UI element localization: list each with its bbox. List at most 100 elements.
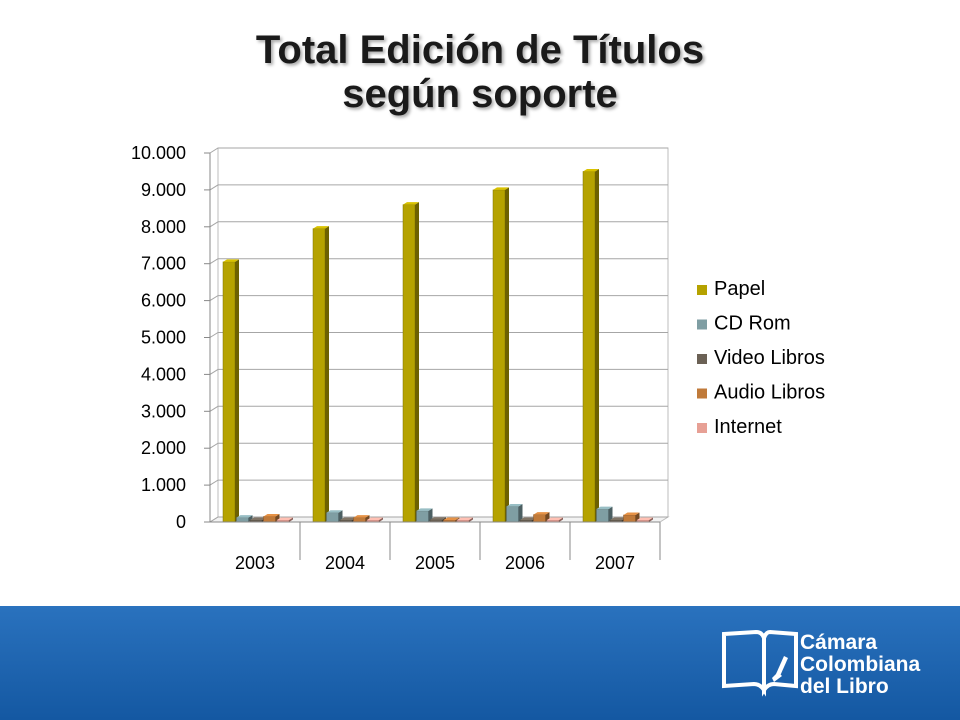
legend: Papel CD Rom Video Libros Audio Libros Inter… <box>697 278 825 438</box>
bar <box>492 187 509 523</box>
bar-chart: 0 1.000 2.000 3.000 4.000 5.000 6.000 7.000 8.00… <box>131 143 825 573</box>
bar-front <box>582 171 596 523</box>
y-tick-label: 10.000 <box>131 143 186 163</box>
y-tick-label: 5.000 <box>141 328 186 348</box>
bar <box>353 515 370 523</box>
x-tick-label: 2007 <box>595 553 635 573</box>
y-axis: 0 1.000 2.000 3.000 4.000 5.000 6.000 7.000 8.00… <box>131 143 211 532</box>
gridline <box>209 405 668 412</box>
bar-front <box>222 261 236 523</box>
bar-top <box>277 517 293 520</box>
gridline <box>209 332 668 338</box>
footer-banner <box>0 606 960 720</box>
bar-side <box>289 517 293 522</box>
brand-line1: Cámara <box>800 631 878 654</box>
bar-top <box>610 517 626 520</box>
bar-side <box>235 259 239 522</box>
bar <box>596 506 613 523</box>
book-logo-icon <box>722 629 798 697</box>
y-tick-label: 4.000 <box>141 364 186 384</box>
bar-side <box>365 515 370 522</box>
chart-title-line1: Total Edición de Títulos <box>255 28 705 72</box>
bar-top <box>637 517 653 520</box>
y-tick-label: 1.000 <box>141 475 186 495</box>
bar-top <box>367 517 383 520</box>
bar <box>402 202 419 523</box>
bar-top <box>223 259 239 262</box>
bar-side <box>469 517 473 522</box>
gridline <box>209 295 668 302</box>
legend-label: Audio Libros <box>714 382 825 404</box>
bar-top <box>340 517 356 520</box>
bar-side <box>325 226 329 522</box>
bar-side <box>608 506 613 522</box>
bar <box>366 517 383 523</box>
bar-top <box>443 517 460 520</box>
bar-top <box>506 504 523 507</box>
chart-grid <box>208 147 670 523</box>
y-tick-label: 6.000 <box>141 291 186 311</box>
bar-top <box>533 512 550 515</box>
bar-front <box>416 510 429 523</box>
y-tick-label: 2.000 <box>141 438 186 458</box>
bar <box>312 226 329 523</box>
brand-line3: del Libro <box>800 675 889 698</box>
bar-top <box>403 202 419 205</box>
legend-swatch <box>697 285 707 295</box>
bar-top <box>457 517 473 520</box>
bar-side <box>595 168 599 522</box>
bar-side <box>415 202 419 522</box>
y-tick-label: 0 <box>176 512 186 532</box>
gridline <box>209 442 668 449</box>
bar-front <box>326 512 339 523</box>
bar-top <box>313 226 329 229</box>
bar <box>222 259 239 523</box>
legend-label: CD Rom <box>714 313 791 335</box>
brand-name: Cámara Colombiana del Libro <box>800 632 920 698</box>
x-tick-label: 2004 <box>325 553 365 573</box>
bar-front <box>353 517 366 523</box>
y-tick-label: 7.000 <box>141 254 186 274</box>
bar <box>582 168 599 523</box>
bar-side <box>428 508 433 522</box>
bar-front <box>263 516 276 523</box>
bar-top <box>416 508 433 511</box>
bar <box>236 515 253 523</box>
legend-swatch <box>697 354 707 364</box>
bar <box>416 508 433 523</box>
brand-line2: Colombiana <box>800 653 921 676</box>
bar-side <box>505 187 509 522</box>
bar-front <box>402 204 416 523</box>
bar-top <box>263 513 280 517</box>
bar-front <box>236 517 249 523</box>
bar-top <box>236 515 253 518</box>
bar-front <box>596 508 609 523</box>
gridline <box>209 184 668 191</box>
bar-top <box>547 517 563 520</box>
bar-front <box>506 506 519 523</box>
bar-side <box>248 515 253 522</box>
gridline <box>209 258 668 265</box>
gridline <box>209 221 668 228</box>
bar-top <box>493 187 509 190</box>
legend-label: Papel <box>714 278 765 300</box>
legend-swatch <box>697 388 707 399</box>
chart-title: Total Edición de Títulos según soporte <box>0 28 960 116</box>
bar-side <box>649 517 653 522</box>
legend-label: Video Libros <box>714 347 825 369</box>
bar-front <box>492 189 506 523</box>
gridline <box>209 368 668 375</box>
bar-top <box>326 510 343 513</box>
bar <box>506 504 523 523</box>
legend-swatch <box>697 319 707 330</box>
gridline <box>209 479 668 486</box>
bar-front <box>312 228 326 523</box>
x-axis: 2003 2004 2005 2006 2007 <box>210 521 661 573</box>
y-tick-label: 3.000 <box>141 401 186 421</box>
gridline <box>209 147 668 154</box>
bar <box>636 517 653 523</box>
bar-side <box>559 517 563 522</box>
legend-swatch <box>697 423 707 433</box>
x-tick-label: 2005 <box>415 553 455 573</box>
y-tick-label: 9.000 <box>141 180 186 200</box>
